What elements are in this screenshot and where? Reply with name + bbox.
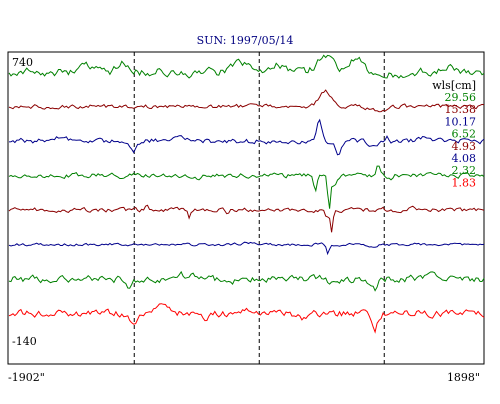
- series-line-10.17: [8, 118, 485, 156]
- series-line-4.08: [8, 241, 485, 256]
- series-line-29.56: [8, 54, 485, 79]
- series-line-15.38: [8, 89, 485, 113]
- legend-label-10.17: 10.17: [445, 115, 477, 128]
- y-bottom-label: -140: [12, 335, 37, 348]
- legend-label-29.56: 29.56: [445, 91, 477, 104]
- legend-label-1.83: 1.83: [452, 176, 477, 189]
- series-line-1.83: [8, 303, 485, 334]
- legend-label-15.38: 15.38: [445, 103, 477, 116]
- chart-title: SUN: 1997/05/14: [197, 34, 294, 47]
- series-lines: [8, 54, 485, 334]
- series-line-6.52: [8, 165, 485, 209]
- legend-label-6.52: 6.52: [452, 128, 477, 141]
- plot-frame: [7, 51, 485, 365]
- y-top-label: 740: [12, 56, 33, 69]
- x-right-label: 1898": [447, 371, 480, 384]
- legend-label-2.32: 2.32: [452, 164, 477, 177]
- series-line-4.93: [8, 204, 485, 233]
- x-left-label: -1902": [8, 371, 45, 384]
- legend-header: wls[cm]: [432, 79, 476, 92]
- series-line-2.32: [8, 270, 485, 292]
- legend-label-4.93: 4.93: [452, 140, 477, 153]
- legend-label-4.08: 4.08: [452, 152, 477, 165]
